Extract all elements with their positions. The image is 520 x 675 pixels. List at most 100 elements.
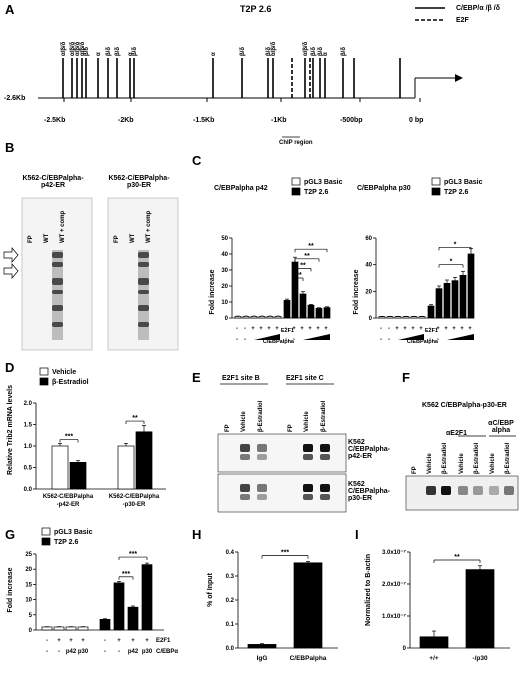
row-sign: - [46,649,48,655]
y-tick-label: 5 [29,613,33,619]
legend-label: T2P 2.6 [444,189,468,196]
row-sign: p30 [78,649,89,655]
y-tick-label: 0.2 [226,598,235,604]
legend-swatch [431,187,441,196]
sig-label: *** [129,551,137,558]
blot-band [320,454,330,460]
blot-band [240,454,250,460]
blot-band [52,252,63,258]
panel-g-chart: pGL3 Basic T2P 2.6 Fold increase 0 5 10 15 20 25… [7,527,178,655]
y-tick-label: 0.5 [24,466,33,472]
gradient-wedge [303,334,330,340]
row-sign: + [292,326,296,332]
site-label: β/δ [132,47,138,56]
legend-swatch [39,367,49,376]
category-label: -p42-ER [57,502,80,508]
lane-label: β-Estradiol [474,442,480,474]
y-tick-label: 25 [25,552,32,558]
site-label: β/δ [240,47,246,56]
blot-band [52,305,63,311]
blot-band [320,484,330,492]
site-label: α [128,52,134,56]
site-b-label: E2F1 site B [222,375,260,382]
blot-band [138,262,149,267]
blot-band [52,262,63,267]
y-tick-label: 0 [225,316,229,322]
site-label: β/δ [266,47,272,56]
legend-label: T2P 2.6 [54,539,78,546]
row-sign: + [117,638,121,644]
row-sign: - [285,326,287,332]
site-label: α/β/δ [303,41,309,56]
lane-label: Vehicle [241,411,247,432]
axis-label-6: 0 bp [409,117,424,124]
row-sign: + [452,326,456,332]
blot-band [138,252,149,258]
blot-band [52,278,63,285]
y-tick-label: 3.0x10⁻⁷ [382,550,407,556]
row-sign: - [380,326,382,332]
site-label: β/δ [311,47,317,56]
category-label: K562-C/EBPalpha [109,494,160,500]
y-tick-label: 0.1 [226,622,235,628]
y-tick-label: 2.0 [24,401,33,407]
bar [465,569,495,649]
row-sign: + [300,326,304,332]
panel-i-letter: I [355,527,359,542]
sig-label: ** [454,554,460,561]
row-label-e2f1: E2F1 [425,328,438,334]
lane-label: β-Estradiol [321,400,327,432]
y-tick-label: 0.4 [226,550,235,556]
row-sign: - [293,337,295,343]
blot-band [257,484,267,492]
row-sign: + [419,326,423,332]
row-sign: + [444,326,448,332]
axis-label-2: -2Kb [118,117,134,124]
row-label-e2f1: E2F1 [281,328,294,334]
lane-label: Vehicle [427,453,433,474]
site-label: β/δ [106,47,112,56]
legend-label: pGL3 Basic [304,179,343,186]
emsa-blot: FP WT WT + comp FP WT WT + comp [3,197,179,351]
site-label: α [323,52,329,56]
site-label: α/β/δ [80,41,86,56]
bar [293,562,323,649]
y-tick-label: 10 [221,300,228,306]
row-label-cebp: C/EBPα [156,649,178,655]
arrow-icon [3,263,19,279]
category-label: IgG [257,655,268,662]
row-sign: - [58,649,60,655]
panel-d-letter: D [5,360,15,375]
lane-label: FP [114,235,120,243]
row-sign: + [131,638,135,644]
sig-label: *** [281,550,289,557]
blot-band [257,494,267,500]
row-sign: - [429,337,431,343]
site-label: α [211,52,217,56]
lane-label: β-Estradiol [505,442,511,474]
legend-label: Vehicle [52,369,76,376]
legend-swatch [291,177,301,186]
blot-band [52,290,63,294]
y-tick-label: 15 [25,582,32,588]
category-label: +/+ [429,655,439,662]
y-tick-label: 20 [365,289,372,295]
lane-label: Vehicle [459,453,465,474]
blot-band [138,322,149,327]
site-label: α/β/δ [271,41,277,56]
blot-band [257,444,267,452]
arrow-icon [3,247,19,263]
row-sign: + [57,638,61,644]
panel-e-row2: K562 C/EBPalpha- p30-ER [348,481,391,502]
blot-frame [217,473,347,513]
blot-band [458,486,468,495]
row-sign: - [285,337,287,343]
y-axis-label: Fold increase [209,269,216,314]
blot-band [240,494,250,500]
chart-c1-title: C/EBPalpha p42 [214,185,268,192]
row-sign: - [388,337,390,343]
blot-band [138,278,149,285]
panel-e-letter: E [192,370,201,385]
panel-f-title: K562 C/EBPalpha-p30-ER [422,402,507,409]
site-label: β/δ [84,47,90,56]
